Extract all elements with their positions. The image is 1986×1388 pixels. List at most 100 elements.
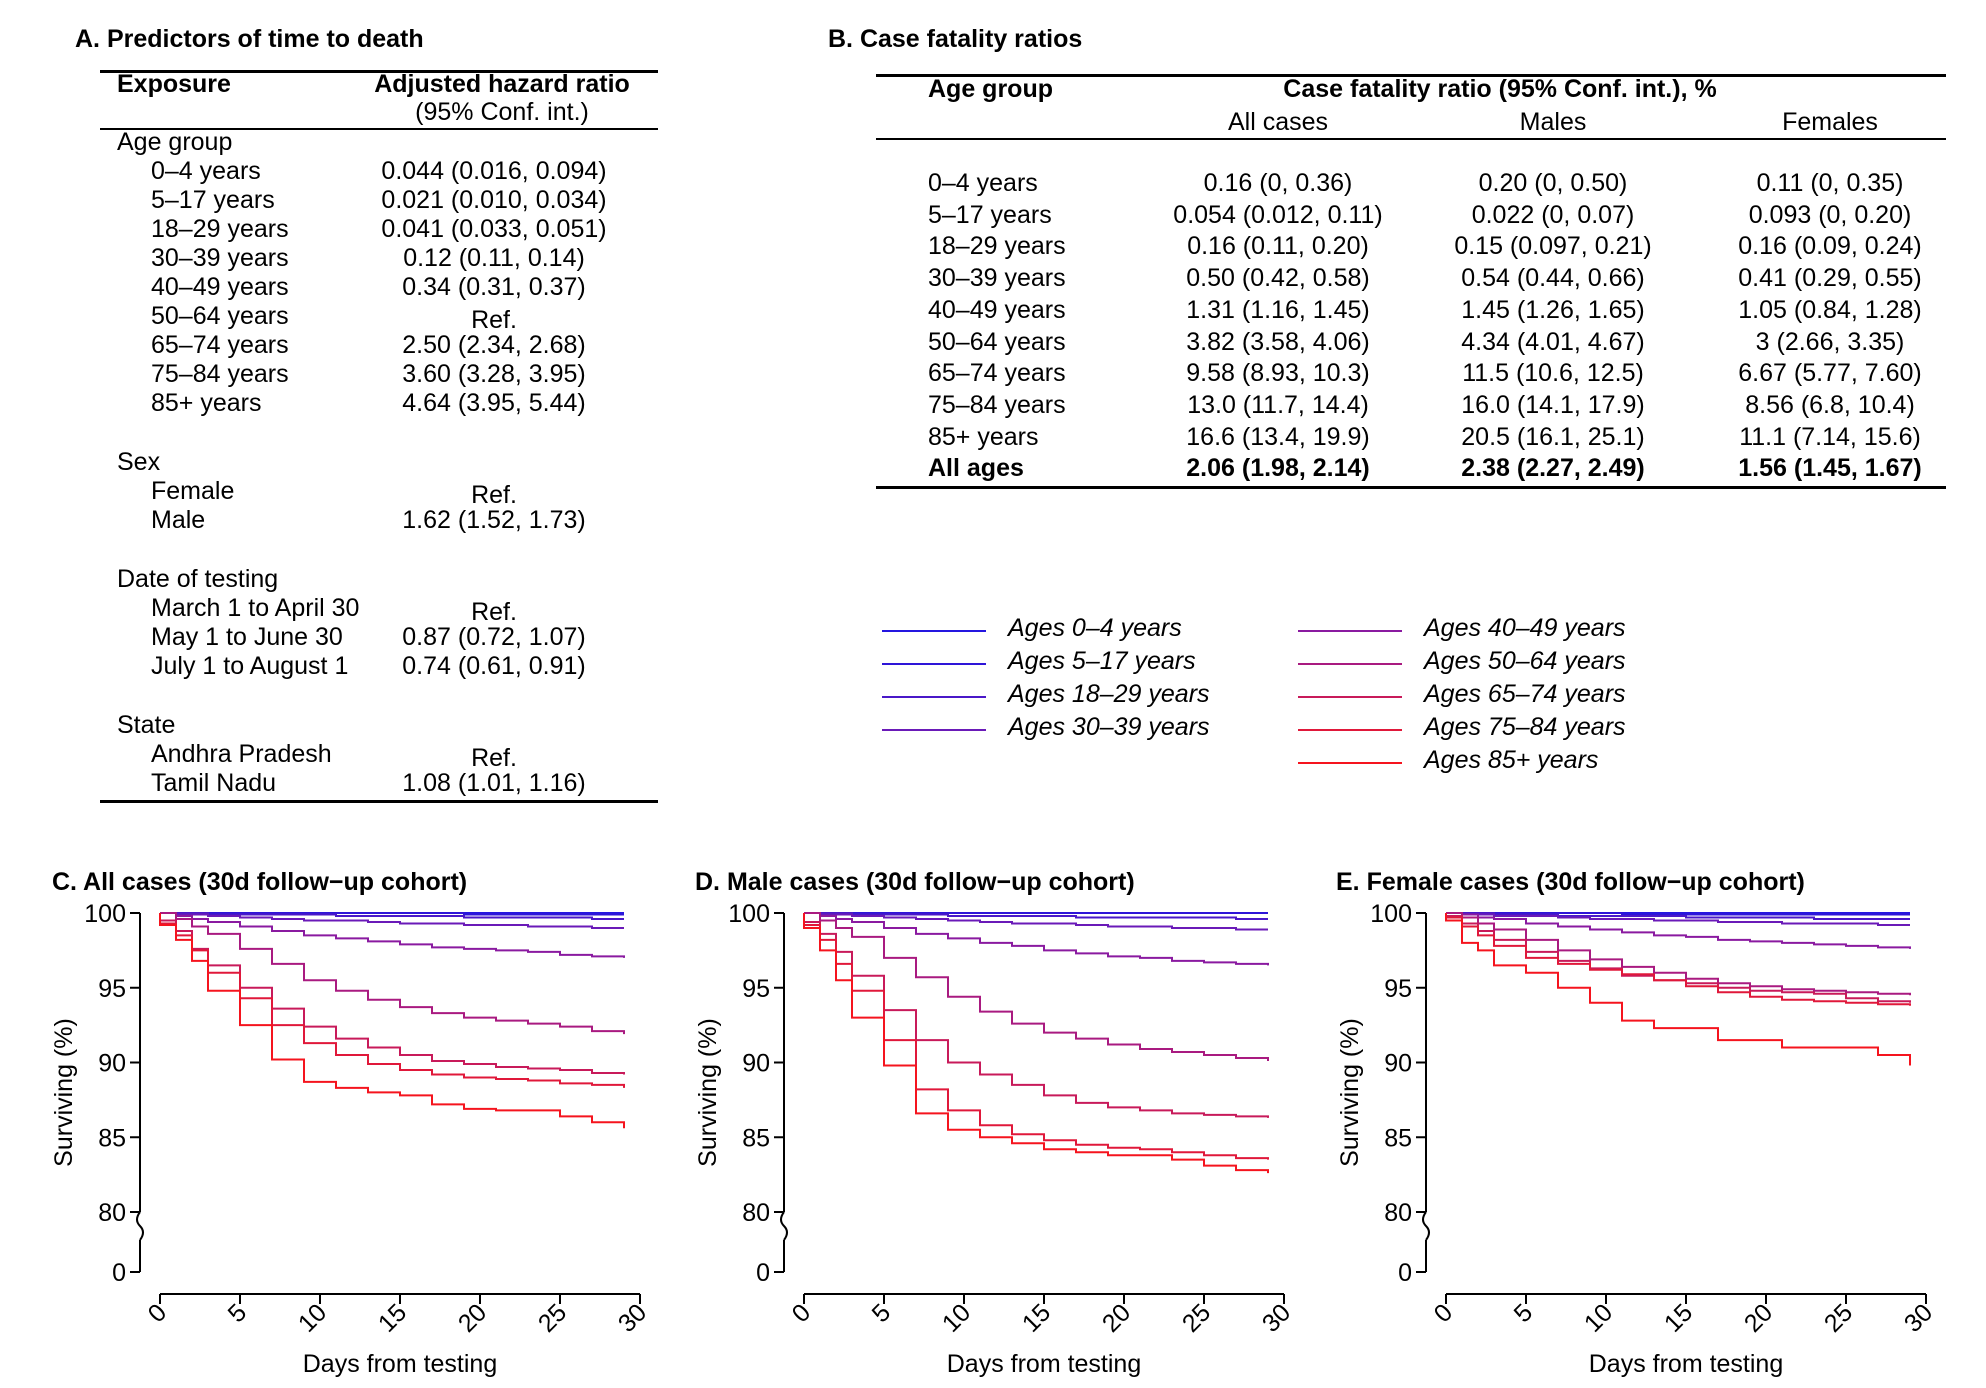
cell-all: 3.82 (3.58, 4.06) (1186, 327, 1370, 356)
row-age-label: 0–4 years (928, 169, 1038, 197)
cell-females: 1.05 (0.84, 1.28) (1738, 295, 1922, 324)
x-tick-label: 10 (293, 1298, 332, 1337)
legend-swatch (1298, 762, 1402, 764)
cell-all: 0.054 (0.012, 0.11) (1173, 200, 1383, 229)
legend-label: Ages 30–39 years (1008, 713, 1210, 741)
row-value: 4.64 (3.95, 5.44) (402, 389, 586, 417)
row-age-label: 30–39 years (928, 264, 1066, 293)
row-age-label: 85+ years (928, 422, 1039, 451)
row-label: 18–29 years (151, 215, 289, 243)
legend-label: Ages 50–64 years (1424, 647, 1626, 675)
group-label: Date of testing (117, 565, 279, 593)
row-value: Ref. (471, 481, 517, 509)
bottom-rule (100, 800, 658, 803)
cell-females: 0.41 (0.29, 0.55) (1738, 264, 1922, 293)
x-tick-label: 5 (1509, 1298, 1539, 1328)
row-value: 1.62 (1.52, 1.73) (402, 506, 586, 534)
row-age-label: 18–29 years (928, 232, 1066, 261)
cell-females: 6.67 (5.77, 7.60) (1738, 359, 1922, 388)
x-tick-label: 15 (1659, 1298, 1698, 1337)
row-age-label: 75–84 years (928, 390, 1066, 419)
chart-title: D. Male cases (30d follow−up cohort) (695, 868, 1135, 896)
survival-series-line (804, 912, 1269, 966)
row-age-label: 50–64 years (928, 327, 1066, 356)
row-label: May 1 to June 30 (151, 623, 343, 651)
row-value: 0.041 (0.033, 0.051) (381, 215, 607, 243)
legend-swatch (1298, 630, 1402, 632)
x-tick-label: 15 (373, 1298, 412, 1337)
cell-males: 0.20 (0, 0.50) (1478, 169, 1628, 197)
row-label: July 1 to August 1 (151, 652, 349, 680)
y-tick-label: 90 (742, 1050, 770, 1078)
y-tick-label: 85 (1384, 1124, 1412, 1152)
row-value: 0.87 (0.72, 1.07) (402, 623, 586, 651)
panel-a-title: A. Predictors of time to death (75, 25, 424, 53)
row-value: 3.60 (3.28, 3.95) (402, 360, 586, 388)
cell-males: 11.5 (10.6, 12.5) (1462, 359, 1644, 388)
x-axis-label: Days from testing (303, 1350, 498, 1378)
y-tick-label: 85 (742, 1124, 770, 1152)
header-age-group: Age group (928, 75, 1053, 103)
axis-break (1422, 1211, 1430, 1241)
y-axis-label: Surviving (%) (694, 1018, 722, 1167)
row-value: Ref. (471, 306, 517, 334)
x-tick-label: 25 (1819, 1298, 1858, 1337)
legend-label: Ages 40–49 years (1424, 614, 1626, 642)
axis-break (136, 1211, 144, 1241)
legend-label: Ages 85+ years (1424, 746, 1599, 774)
row-label: 40–49 years (151, 273, 289, 301)
x-tick-label: 30 (613, 1298, 652, 1337)
row-label: 30–39 years (151, 244, 289, 272)
row-label: Male (151, 506, 206, 534)
top-rule (100, 70, 658, 73)
y-tick-label: 100 (84, 900, 126, 928)
row-value: 0.021 (0.010, 0.034) (381, 186, 607, 214)
row-label: 75–84 years (151, 360, 289, 388)
row-age-label: All ages (928, 454, 1024, 483)
cell-females: 0.11 (0, 0.35) (1756, 169, 1904, 197)
x-tick-label: 0 (787, 1298, 817, 1328)
row-age-label: 40–49 years (928, 295, 1066, 324)
survival-series-line (1446, 912, 1911, 996)
panel-b-title: B. Case fatality ratios (828, 25, 1083, 53)
cell-females: 1.56 (1.45, 1.67) (1738, 454, 1922, 483)
y-tick-label: 100 (728, 900, 770, 928)
legend-label: Ages 5–17 years (1008, 647, 1196, 675)
survival-series-line (804, 912, 1269, 1062)
survival-series-line (1445, 913, 1911, 1003)
row-label: Tamil Nadu (151, 769, 277, 797)
y-tick-label: 90 (98, 1050, 126, 1078)
group-label: State (117, 711, 176, 739)
cell-males: 0.54 (0.44, 0.66) (1461, 264, 1645, 293)
x-tick-label: 10 (1579, 1298, 1618, 1337)
y-axis-label: Surviving (%) (50, 1018, 78, 1167)
survival-series-line (1446, 912, 1910, 926)
survival-series-line (159, 913, 625, 1075)
row-value: 0.044 (0.016, 0.094) (381, 157, 607, 185)
survival-series-line (804, 912, 1268, 931)
cell-males: 16.0 (14.1, 17.9) (1461, 390, 1645, 419)
y-tick-label: 80 (98, 1199, 126, 1227)
survival-series-line (803, 913, 1269, 1118)
cell-females: 8.56 (6.8, 10.4) (1745, 390, 1915, 419)
cell-females: 11.1 (7.14, 15.6) (1739, 422, 1921, 451)
x-axis-label: Days from testing (1589, 1350, 1784, 1378)
row-age-label: 65–74 years (928, 359, 1066, 388)
y-tick-label: 95 (1384, 975, 1412, 1003)
axis-break (780, 1211, 788, 1241)
x-axis-label: Days from testing (947, 1350, 1142, 1378)
legend-label: Ages 18–29 years (1008, 680, 1210, 708)
bottom-rule (876, 486, 1946, 489)
survival-series-line (159, 913, 625, 1088)
row-label: 0–4 years (151, 157, 261, 185)
cell-males: 4.34 (4.01, 4.67) (1461, 327, 1645, 356)
cell-females: 0.16 (0.09, 0.24) (1738, 232, 1922, 261)
header-rule (876, 138, 1946, 140)
y-tick-label: 95 (98, 975, 126, 1003)
row-value: Ref. (471, 598, 517, 626)
y-tick-label: 80 (1384, 1199, 1412, 1227)
x-tick-label: 25 (1177, 1298, 1216, 1337)
y-tick-label: 100 (1370, 900, 1412, 928)
y-tick-label: 0 (1398, 1259, 1412, 1287)
legend-swatch (882, 663, 986, 665)
